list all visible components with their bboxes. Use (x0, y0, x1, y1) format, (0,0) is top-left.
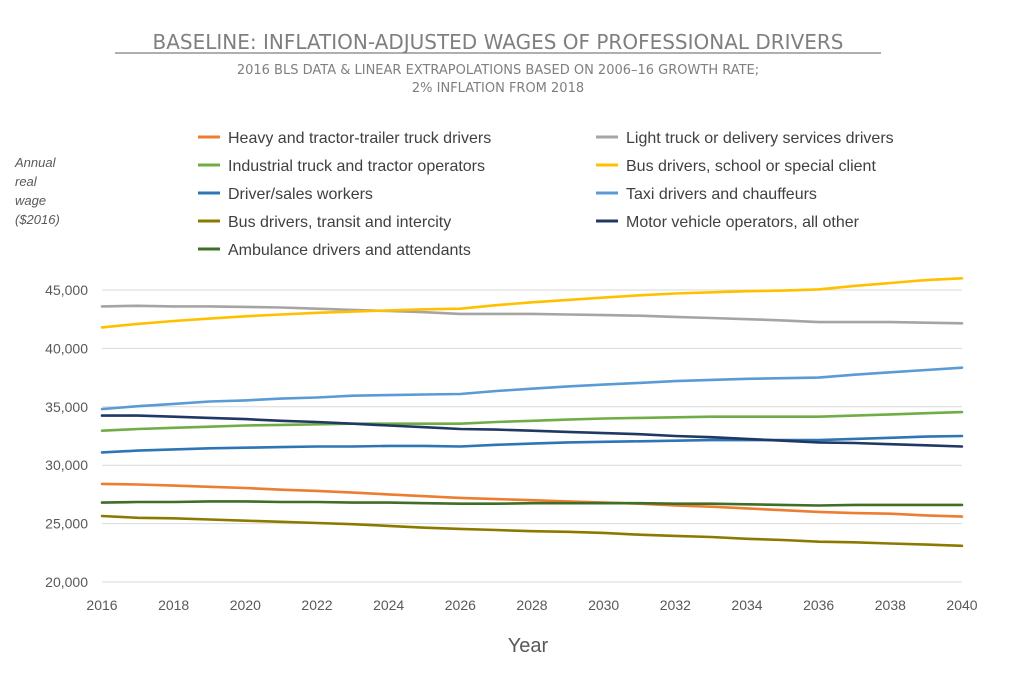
y-tick-label: 35,000 (45, 399, 88, 415)
legend: Heavy and tractor-trailer truck drivers L… (198, 130, 894, 259)
x-axis-title: Year (508, 635, 549, 657)
x-axis-ticks: 2016 2018 2020 2022 2024 2026 2028 2030 2032 2034… (86, 597, 977, 613)
series-line-8 (100, 414, 964, 448)
series-line-4 (100, 276, 964, 329)
chart-subtitle-line-2: 2% INFLATION FROM 2018 (412, 81, 584, 96)
series-lines (100, 276, 964, 548)
y-axis-ticks: 20,000 25,000 30,000 35,000 40,000 45,000 (45, 282, 88, 590)
legend-entry-label: Bus drivers, school or special client (626, 158, 876, 175)
chart-title: BASELINE: INFLATION-ADJUSTED WAGES OF PR… (152, 30, 843, 54)
x-tick-label: 2026 (445, 597, 476, 613)
x-tick-label: 2028 (516, 597, 547, 613)
y-tick-label: 30,000 (45, 457, 88, 473)
series-line-1 (100, 482, 964, 518)
legend-entry-label: Taxi drivers and chauffeurs (626, 186, 817, 203)
legend-entry-label: Ambulance drivers and attendants (228, 242, 471, 259)
x-tick-label: 2032 (660, 597, 691, 613)
series-line-5 (100, 434, 964, 454)
y-axis-label-line-4: ($2016) (15, 212, 60, 227)
legend-entry-label: Heavy and tractor-trailer truck drivers (228, 130, 491, 147)
series-line-9 (100, 500, 964, 507)
y-tick-label: 45,000 (45, 282, 88, 298)
series-line-3 (100, 410, 964, 433)
legend-entry-label: Bus drivers, transit and intercity (228, 214, 451, 231)
legend-entry-label: Industrial truck and tractor operators (228, 158, 485, 175)
y-axis-label-line-1: Annual (14, 155, 57, 170)
legend-entry-label: Driver/sales workers (228, 186, 373, 203)
y-tick-label: 40,000 (45, 340, 88, 356)
series-line-6 (100, 366, 964, 411)
x-tick-label: 2024 (373, 597, 404, 613)
legend-entry-label: Motor vehicle operators, all other (626, 214, 860, 231)
x-tick-label: 2022 (301, 597, 332, 613)
series-line-2 (100, 304, 964, 325)
x-tick-label: 2040 (946, 597, 977, 613)
x-tick-label: 2016 (86, 597, 117, 613)
y-axis-label-line-2: real (15, 174, 38, 189)
y-tick-label: 20,000 (45, 574, 88, 590)
x-tick-label: 2018 (158, 597, 189, 613)
x-tick-label: 2036 (803, 597, 834, 613)
x-tick-label: 2038 (875, 597, 906, 613)
x-tick-label: 2034 (731, 597, 762, 613)
y-axis-label-line-3: wage (15, 193, 46, 208)
legend-entry-label: Light truck or delivery services drivers (626, 130, 894, 147)
chart-subtitle-line-1: 2016 BLS DATA & LINEAR EXTRAPOLATIONS BA… (237, 63, 759, 78)
y-tick-label: 25,000 (45, 516, 88, 532)
gridlines (102, 289, 962, 583)
series-line-7 (100, 514, 964, 548)
x-tick-label: 2020 (230, 597, 261, 613)
x-tick-label: 2030 (588, 597, 619, 613)
